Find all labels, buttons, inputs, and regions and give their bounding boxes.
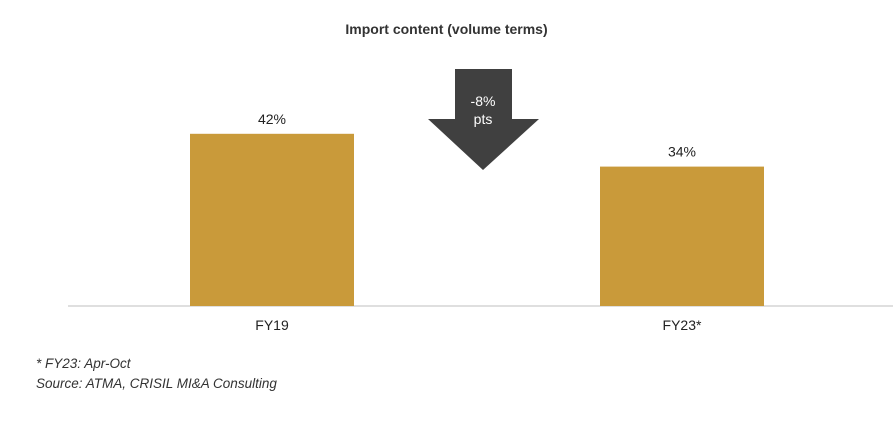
footnote-note: * FY23: Apr-Oct (36, 356, 131, 371)
bar-fy19 (190, 133, 354, 306)
arrow-label-line2: pts (474, 111, 493, 127)
footnote-source: Source: ATMA, CRISIL MI&A Consulting (36, 376, 277, 391)
x-tick-label: FY19 (255, 317, 289, 333)
bar-fy23 (600, 166, 764, 306)
data-label: 34% (668, 144, 696, 160)
arrow-label-line1: -8% (471, 93, 496, 109)
chart-title: Import content (volume terms) (345, 21, 548, 37)
data-label: 42% (258, 111, 286, 127)
x-tick-label: FY23* (663, 317, 702, 333)
down-arrow-annotation (428, 69, 539, 170)
